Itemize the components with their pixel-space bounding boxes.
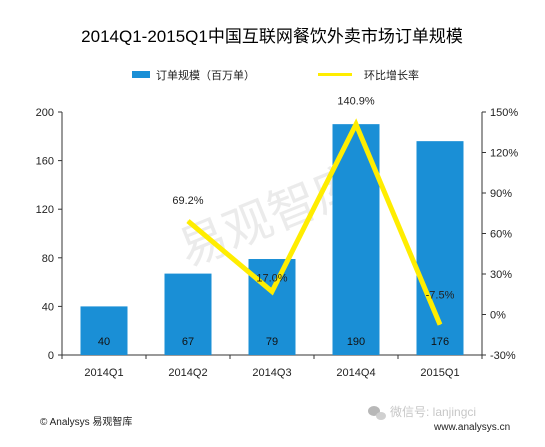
y-right-tick-label: 0%	[490, 310, 506, 322]
x-tick-label: 2014Q1	[84, 367, 123, 379]
footer-website: www.analysys.cn	[433, 422, 510, 433]
y-left-tick-label: 200	[36, 107, 54, 119]
bar-value-label: 40	[98, 336, 110, 348]
plot-area: 0 40 80 120 160 200 -30% 0% 30% 60% 90% 120% 150% 40 2…	[36, 95, 519, 379]
line-series	[186, 118, 443, 326]
y-right-tick-label: 60%	[490, 229, 512, 241]
line-value-label: -7.5%	[426, 290, 455, 302]
y-left-tick-label: 120	[36, 204, 54, 216]
footer-copyright: © Analysys 易观智库	[40, 415, 132, 428]
y-left-tick-label: 160	[36, 156, 54, 168]
line-point	[439, 324, 441, 326]
bar-value-label: 190	[347, 336, 365, 348]
legend-label-bar: 订单规模（百万单）	[156, 68, 255, 82]
x-tick-label: 2014Q3	[252, 367, 291, 379]
line-point	[271, 291, 273, 293]
y-right-tick-label: 120%	[490, 148, 518, 160]
x-tick-label: 2014Q2	[168, 367, 207, 379]
legend-swatch-bar	[132, 71, 150, 78]
bar	[80, 306, 128, 355]
footer: © Analysys 易观智库 微信号: lanjingci www.analy…	[40, 405, 510, 433]
x-tick-label: 2015Q1	[420, 367, 459, 379]
y-right-tick-label: 30%	[490, 269, 512, 281]
bar	[248, 259, 296, 355]
y-left-tick-label: 0	[48, 350, 54, 362]
x-tick-label: 2014Q4	[336, 367, 375, 379]
line-point	[355, 123, 357, 125]
bar	[164, 273, 212, 355]
legend-label-line: 环比增长率	[364, 68, 419, 82]
y-left-tick-label: 80	[42, 253, 54, 265]
legend: 订单规模（百万单） 环比增长率	[132, 68, 419, 82]
y-left-tick-label: 40	[42, 301, 54, 313]
bar-value-label: 79	[266, 336, 278, 348]
y-right-tick-label: 90%	[490, 188, 512, 200]
line-value-label: 140.9%	[337, 95, 375, 107]
line-value-label: 69.2%	[172, 195, 203, 207]
chart-title: 2014Q1-2015Q1中国互联网餐饮外卖市场订单规模	[81, 27, 463, 46]
line-point	[187, 220, 189, 222]
wechat-icon	[368, 406, 386, 420]
y-right-tick-label: -30%	[490, 350, 516, 362]
line-value-label: 17.0%	[256, 273, 287, 285]
y-right-tick-label: 150%	[490, 107, 518, 119]
bar-value-label: 176	[431, 336, 449, 348]
bar-value-label: 67	[182, 336, 194, 348]
footer-wechat: 微信号: lanjingci	[390, 405, 476, 419]
